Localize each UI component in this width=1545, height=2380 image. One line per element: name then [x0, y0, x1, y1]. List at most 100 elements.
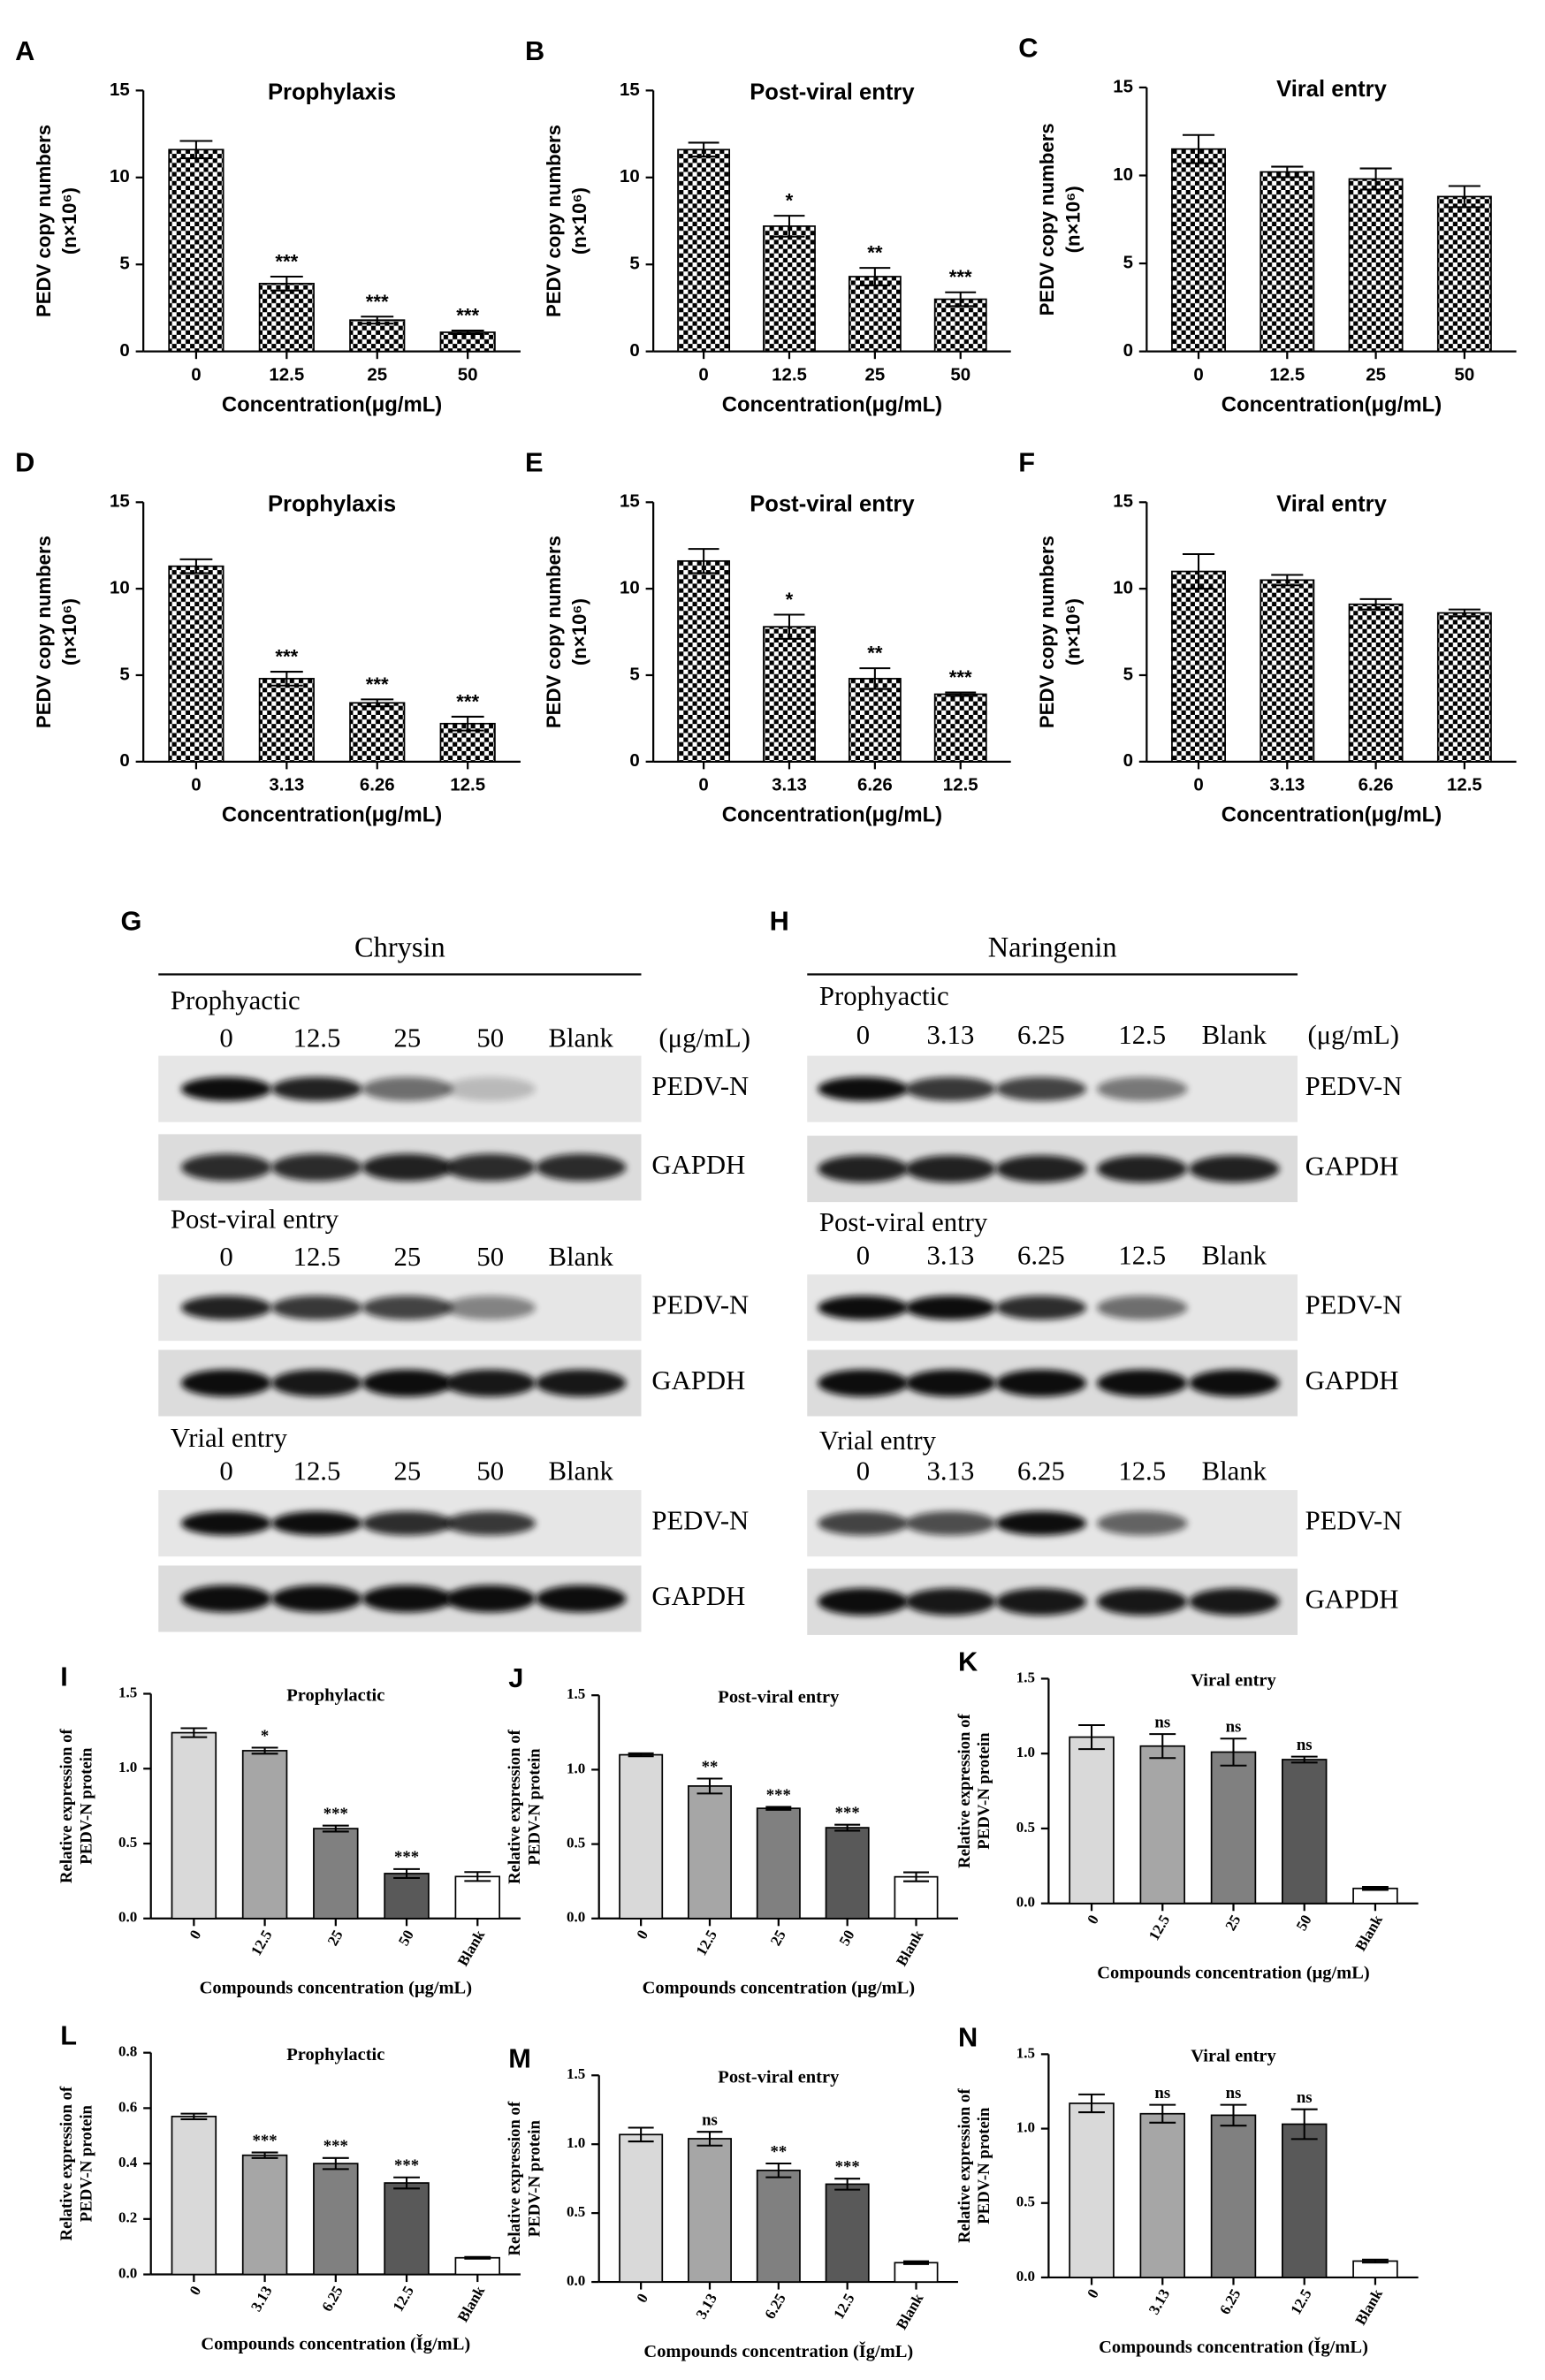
- error-bar: [270, 671, 303, 687]
- lane-label: Blank: [1202, 1456, 1267, 1486]
- bar-chart: A Prophylaxis PEDV copy numbers (n×10⁶) 0 5 10…: [15, 35, 521, 416]
- blot-band: [271, 1153, 362, 1182]
- bar: [1348, 178, 1404, 353]
- error-bar: [696, 2131, 723, 2147]
- y-tick-label: 5: [1123, 664, 1133, 684]
- bar: [619, 2133, 664, 2283]
- x-tick-label: Blank: [1352, 1912, 1387, 1954]
- lane-label: 12.5: [293, 1023, 341, 1053]
- significance-label: ***: [394, 2156, 419, 2175]
- row-label: GAPDH: [651, 1150, 745, 1180]
- x-tick-label: 12.5: [830, 2291, 857, 2322]
- y-tick-label: 0: [119, 750, 129, 771]
- x-tick-label: 25: [1366, 364, 1386, 384]
- bar: [454, 1875, 501, 1920]
- bar: [825, 2183, 870, 2283]
- blot-band: [818, 1155, 909, 1182]
- section-title: Prophyactic: [171, 985, 301, 1015]
- significance-label: **: [702, 1758, 719, 1776]
- lane-label: Blank: [549, 1456, 614, 1486]
- y-tick-label: 1.0: [118, 1759, 137, 1775]
- x-tick-label: 0: [1084, 2286, 1102, 2301]
- bar: [619, 1753, 664, 1920]
- bar: [384, 1873, 430, 1920]
- blot-band: [818, 1369, 909, 1397]
- bar-chart: C Viral entry PEDV copy numbers (n×10⁶) 0 5 10…: [1018, 32, 1517, 416]
- lane-label: 3.13: [927, 1020, 975, 1050]
- row-label: PEDV-N: [1305, 1506, 1403, 1536]
- y-tick-label: 0.8: [118, 2043, 137, 2060]
- y-axis-label: PEDV-N protein: [975, 2107, 993, 2224]
- y-axis-label: (n×10⁶): [1062, 186, 1084, 253]
- y-tick-label: 0.5: [1016, 2194, 1035, 2210]
- compound-name: Chrysin: [354, 932, 445, 964]
- error-bar: [1359, 597, 1392, 611]
- bar: [1171, 570, 1226, 763]
- error-bar: [451, 715, 484, 732]
- error-bar: [1149, 1733, 1176, 1760]
- blot-band: [271, 1295, 362, 1320]
- bar: [1210, 1751, 1257, 1905]
- y-tick-label: 15: [1113, 76, 1133, 96]
- x-tick-label: 0: [191, 775, 201, 795]
- bar-chart: J Post-viral entry Relative expression of P…: [506, 1662, 958, 1998]
- panel-letter: D: [15, 447, 34, 478]
- error-bar: [834, 2178, 861, 2191]
- panel-letter: C: [1018, 32, 1038, 63]
- error-bar: [903, 1871, 929, 1882]
- error-bar: [451, 329, 484, 335]
- bar: [171, 2115, 217, 2276]
- error-bar: [696, 1777, 723, 1795]
- error-bar: [1271, 574, 1304, 587]
- y-axis-label: Relative expression of: [506, 1729, 524, 1884]
- lane-label: 0: [856, 1020, 870, 1050]
- y-tick-label: 0.6: [118, 2098, 138, 2115]
- error-bar: [1078, 1723, 1105, 1751]
- row-label: GAPDH: [651, 1365, 745, 1395]
- bar: [1210, 2114, 1257, 2278]
- bar: [933, 298, 987, 353]
- blot-band: [271, 1585, 362, 1613]
- unit-label: (μg/mL): [1307, 1020, 1398, 1050]
- y-tick-label: 1.5: [118, 1684, 137, 1700]
- lane-label: 0: [219, 1242, 232, 1272]
- x-tick-label: Blank: [893, 2290, 927, 2332]
- significance-label: ***: [275, 251, 298, 273]
- x-axis-label: Compounds concentration (μg/mL): [200, 1979, 472, 1998]
- bar-chart: E Post-viral entry PEDV copy numbers (n×10⁶…: [525, 447, 1011, 827]
- x-tick-label: 6.25: [318, 2283, 346, 2314]
- y-tick-label: 1.0: [1016, 1744, 1035, 1760]
- blot-band: [362, 1369, 453, 1397]
- error-bar: [1078, 2093, 1105, 2114]
- blot-band: [1189, 1588, 1280, 1616]
- lane-label: 3.13: [927, 1456, 975, 1486]
- blot-band: [271, 1511, 362, 1536]
- bar: [756, 1807, 801, 1920]
- x-tick-label: 6.26: [857, 775, 893, 795]
- error-bar: [361, 316, 394, 325]
- x-tick-label: 3.13: [772, 775, 807, 795]
- y-axis-label: PEDV copy numbers: [543, 125, 565, 317]
- blot-band: [445, 1295, 536, 1320]
- error-bar: [628, 1752, 654, 1758]
- blot-band: [362, 1295, 453, 1320]
- blot-band: [905, 1076, 996, 1101]
- bar: [1069, 1736, 1115, 1905]
- blot-band: [180, 1153, 272, 1182]
- lane-label: 50: [476, 1456, 504, 1486]
- y-axis-label: (n×10⁶): [568, 187, 590, 255]
- lane-label: 0: [856, 1240, 870, 1270]
- x-axis-label: Compounds concentration (Ǐg/mL): [643, 2340, 913, 2361]
- x-axis-label: Compounds concentration (μg/mL): [643, 1979, 915, 1998]
- bar-chart: N Viral entry Relative expression of PEDV-N…: [955, 2021, 1419, 2357]
- blot-band: [271, 1076, 362, 1101]
- y-tick-label: 15: [110, 80, 130, 100]
- significance-label: ***: [366, 291, 389, 313]
- x-axis-label: Concentration(μg/mL): [1222, 392, 1442, 416]
- significance-label: ***: [394, 1848, 419, 1867]
- error-bar: [859, 267, 891, 286]
- blot-band: [180, 1369, 272, 1397]
- bar: [168, 148, 225, 353]
- panel-letter: N: [958, 2021, 978, 2052]
